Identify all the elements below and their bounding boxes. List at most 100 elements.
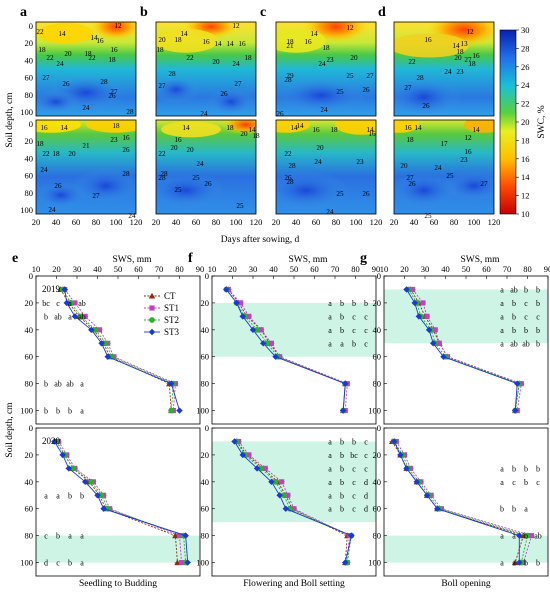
stage-label: Flowering and Boll setting: [243, 579, 345, 589]
significance-letter: b: [340, 312, 344, 321]
contour-label: 18: [174, 36, 182, 44]
sws-y-tick: 60: [25, 504, 34, 514]
sws-y-tick: 0: [205, 423, 209, 433]
contour-label: 27: [158, 82, 166, 90]
contour-label: 27: [110, 88, 118, 96]
data-point: [96, 327, 103, 333]
significance-letter: ab: [78, 312, 86, 321]
sws-y-tick: 80: [25, 531, 34, 541]
contour-label: 24: [326, 208, 334, 216]
heatmap-x-tick: 40: [410, 217, 419, 227]
significance-letter: b: [352, 437, 356, 446]
significance-letter: b: [524, 478, 528, 487]
data-point: [182, 532, 189, 539]
colorbar-tick: 24: [521, 80, 530, 90]
data-point: [82, 313, 88, 319]
data-point: [516, 532, 523, 539]
data-point: [410, 286, 416, 293]
data-point: [264, 340, 271, 347]
data-point: [184, 559, 191, 566]
sws-y-tick: 40: [373, 325, 382, 335]
contour-label: 14: [296, 122, 304, 130]
heatmap-x-tick: 100: [468, 217, 481, 227]
sws-y-tick: 0: [205, 271, 209, 281]
heatmap-frame: [393, 119, 495, 215]
significance-letter: a: [68, 312, 72, 321]
significance-letter: c: [352, 478, 356, 487]
heatmap-frame: [275, 119, 377, 215]
significance-letter: ab: [522, 339, 530, 348]
significance-letter: b: [340, 491, 344, 500]
data-point: [279, 479, 285, 485]
contour-label: 12: [114, 22, 122, 30]
sws-x-tick: 10: [32, 264, 41, 274]
contour-label: 18: [286, 38, 294, 46]
data-point: [403, 465, 410, 472]
data-point: [411, 299, 418, 307]
panel-letter: c: [260, 5, 266, 20]
contour-label: 22: [408, 58, 416, 66]
contour-label: 24: [128, 212, 136, 220]
data-point: [176, 533, 183, 539]
sws-x-tick: 80: [175, 264, 184, 274]
sws-x-tick: 60: [310, 264, 319, 274]
significance-letter: b: [500, 505, 504, 514]
heatmap-y-tick: 60: [25, 73, 34, 83]
data-point: [98, 340, 105, 347]
series-line: [225, 289, 346, 411]
significance-letter: a: [80, 532, 84, 541]
contour-label: 25: [192, 174, 200, 182]
significance-letter: c: [352, 326, 356, 335]
contour-label: 26: [122, 146, 130, 154]
contour-label: 28: [160, 170, 168, 178]
sws-y-label: Soil depth, cm: [5, 402, 15, 458]
significance-letter: a: [328, 505, 332, 514]
significance-letter: b: [512, 312, 516, 321]
contour-label: 26: [422, 102, 430, 110]
sws-y-tick: 60: [373, 504, 382, 514]
data-point: [424, 313, 430, 319]
heatmap-y-tick: 20: [25, 38, 34, 48]
colorbar-tick: 30: [521, 25, 530, 35]
contour-label: 20: [316, 144, 324, 152]
contour-label: 14: [290, 124, 298, 132]
significance-letter: a: [500, 285, 504, 294]
significance-letter: b: [536, 299, 540, 308]
significance-band: [384, 289, 548, 344]
contour-label: 26: [284, 174, 292, 182]
contour-label: 20: [350, 54, 358, 62]
contour-label: 23: [326, 56, 334, 64]
contour-label: 16: [472, 52, 480, 60]
sws-x-tick: 20: [400, 264, 409, 274]
data-point: [98, 492, 105, 499]
significance-letter: ab: [534, 532, 542, 541]
contour-label: 12: [346, 24, 354, 32]
data-point: [239, 451, 246, 459]
contour-label: 28: [288, 162, 296, 170]
sws-x-tick: 70: [331, 264, 340, 274]
contour-label: 25: [346, 72, 354, 80]
data-point: [88, 478, 95, 485]
data-point: [413, 478, 420, 486]
heatmap-y-tick: 100: [20, 205, 33, 215]
contour-label: 23: [456, 68, 464, 76]
contour-label: 18: [36, 140, 44, 148]
sws-x-tick: 90: [196, 264, 205, 274]
heatmap-x-tick: 100: [350, 217, 363, 227]
contour-label: 27: [404, 84, 412, 92]
data-point: [434, 505, 441, 512]
heatmap-x-tick: 40: [172, 217, 181, 227]
colorbar-tick: 28: [521, 43, 530, 53]
sws-y-tick: 20: [25, 450, 34, 460]
colorbar-tick: 26: [521, 62, 530, 72]
sws-x-tick: 70: [503, 264, 512, 274]
data-point: [272, 478, 279, 485]
significance-letter: d: [44, 559, 48, 568]
data-point: [59, 451, 66, 459]
significance-letter: c: [364, 312, 368, 321]
sws-x-tick: 60: [482, 264, 491, 274]
